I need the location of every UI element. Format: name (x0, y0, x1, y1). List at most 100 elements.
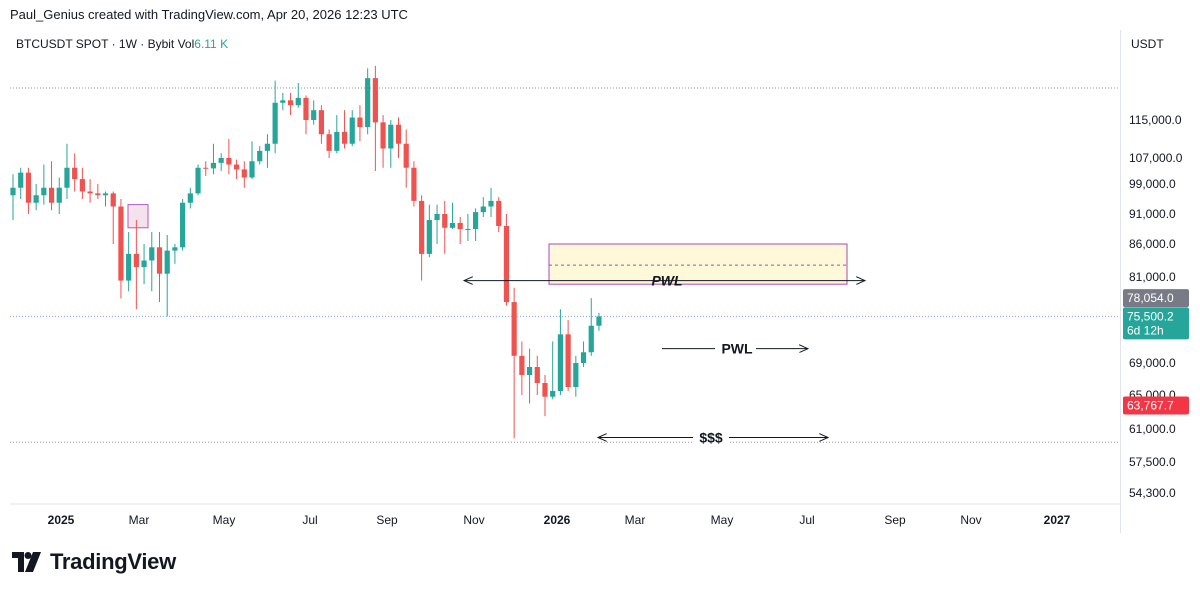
candle-body[interactable] (488, 200, 494, 207)
tradingview-logo[interactable]: TradingView (12, 549, 176, 575)
candle-body[interactable] (264, 143, 271, 151)
candle-body[interactable] (526, 367, 533, 375)
candle-body[interactable] (257, 150, 263, 162)
candle-body[interactable] (457, 223, 463, 229)
x-tick-label: Mar (625, 513, 646, 527)
candle-body[interactable] (48, 187, 55, 203)
tradingview-logo-icon (12, 552, 41, 572)
currency-label: USDT (1131, 37, 1164, 51)
candle-body[interactable] (550, 391, 556, 397)
candle-body[interactable] (218, 158, 224, 163)
candle-body[interactable] (473, 212, 479, 229)
candle-body[interactable] (580, 352, 587, 363)
candle-body[interactable] (534, 367, 540, 383)
chart-pane[interactable]: 2025 Mar May Jul Sep Nov 2026 Mar May Jul Sep Nov 20… (10, 30, 1120, 533)
candle-body[interactable] (156, 247, 163, 274)
candle-body[interactable] (442, 214, 448, 228)
candle-body[interactable] (164, 250, 170, 274)
candle-body[interactable] (318, 110, 324, 135)
candle-body[interactable] (542, 383, 548, 397)
candle-body[interactable] (565, 334, 571, 387)
candle-body[interactable] (311, 110, 317, 120)
candle-body[interactable] (110, 193, 116, 207)
candle-body[interactable] (326, 134, 332, 151)
candle-body[interactable] (226, 158, 232, 165)
price-axis-svg: USDT 115,000.0 107,000.0 99,000.0 91,000.0 86… (1123, 37, 1189, 500)
y-tick-label: 81,000.0 (1129, 270, 1176, 284)
candle-body[interactable] (480, 206, 486, 213)
candle-body[interactable] (573, 363, 579, 387)
y-tick-label: 61,000.0 (1129, 422, 1176, 436)
tradingview-logo-text: TradingView (50, 549, 176, 574)
candle-body[interactable] (341, 131, 348, 144)
candle-body[interactable] (102, 193, 109, 196)
candle-body[interactable] (118, 206, 124, 281)
candle-body[interactable] (210, 162, 217, 169)
candle-body[interactable] (334, 131, 340, 151)
candle-body[interactable] (557, 334, 564, 391)
price-axis[interactable]: USDT 115,000.0 107,000.0 99,000.0 91,000.0 86… (1120, 30, 1191, 533)
candle-body[interactable] (419, 200, 425, 254)
candle-body[interactable] (287, 100, 294, 106)
candle-body[interactable] (233, 164, 240, 170)
candle-body[interactable] (195, 167, 201, 194)
candle-body[interactable] (64, 167, 70, 188)
candle-body[interactable] (503, 226, 510, 303)
candle-body[interactable] (588, 325, 594, 353)
candle-body[interactable] (388, 124, 394, 149)
candle-body[interactable] (56, 187, 62, 203)
daily-zone-box[interactable] (548, 243, 848, 285)
candle-body[interactable] (465, 229, 471, 230)
candle-body[interactable] (41, 187, 47, 196)
candle-body[interactable] (249, 161, 255, 178)
small-zone-box[interactable] (127, 204, 149, 229)
candle-body[interactable] (411, 167, 417, 201)
y-tick-label: 91,000.0 (1129, 207, 1176, 221)
candle-body[interactable] (449, 223, 456, 228)
candle-body[interactable] (303, 97, 309, 120)
candle-body[interactable] (596, 316, 602, 326)
candle-body[interactable] (187, 193, 193, 203)
candle-body[interactable] (79, 179, 85, 192)
candle-body[interactable] (241, 169, 247, 178)
candle-body[interactable] (272, 102, 278, 144)
candle-body[interactable] (295, 97, 301, 106)
symbol-info[interactable]: BTCUSDT SPOT · 1W · Bybit Vol6.11 K (16, 37, 228, 51)
candle-body[interactable] (172, 247, 178, 251)
x-tick-label: Nov (463, 513, 484, 527)
x-tick-label: Sep (884, 513, 906, 527)
candle-body[interactable] (33, 195, 39, 203)
x-tick-label: Jul (302, 513, 317, 527)
candlestick-chart[interactable]: 2025 Mar May Jul Sep Nov 2026 Mar May Jul Sep Nov 20… (10, 30, 1120, 533)
candle-body[interactable] (25, 172, 32, 203)
candle-body[interactable] (126, 253, 132, 281)
candle-body[interactable] (403, 143, 409, 168)
candle-body[interactable] (72, 167, 78, 180)
liquidity-label-bg (693, 428, 729, 447)
candle-body[interactable] (203, 167, 209, 169)
low-price-tag (1123, 396, 1189, 415)
candle-body[interactable] (141, 260, 147, 268)
candle-body[interactable] (18, 172, 24, 188)
candle-body[interactable] (357, 117, 363, 128)
candle-body[interactable] (133, 253, 139, 268)
candle-body[interactable] (365, 78, 371, 128)
candle-body[interactable] (519, 355, 525, 375)
candle-body[interactable] (10, 187, 16, 196)
candle-body[interactable] (372, 78, 378, 123)
symbol-name: BTCUSDT SPOT · 1W · Bybit (16, 37, 178, 51)
candle-body[interactable] (149, 247, 155, 261)
last-price-tag (1123, 307, 1189, 340)
candle-body[interactable] (349, 117, 355, 144)
candle-body[interactable] (180, 202, 186, 248)
candle-body[interactable] (395, 124, 402, 144)
candle-body[interactable] (496, 200, 502, 226)
candle-body[interactable] (95, 193, 101, 196)
candle-body[interactable] (280, 100, 286, 103)
candle-body[interactable] (380, 122, 386, 149)
candle-body[interactable] (426, 220, 432, 254)
candle-body[interactable] (434, 214, 440, 220)
candle-body[interactable] (511, 302, 517, 356)
candle-body[interactable] (87, 191, 93, 194)
volume-label: Vol (178, 37, 195, 51)
